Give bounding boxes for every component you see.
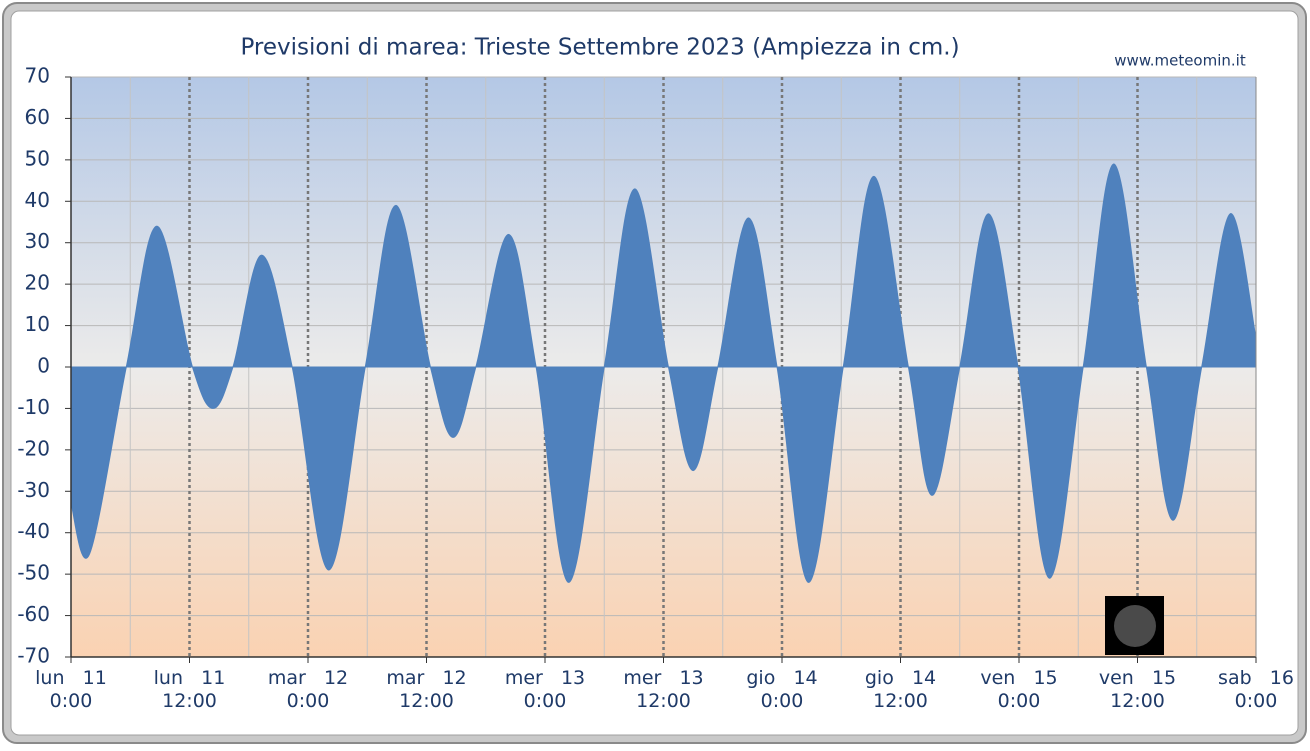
x-tick-label: gio 14 0:00	[746, 667, 817, 712]
tide-area	[70, 163, 1257, 583]
y-tick-label: -50	[17, 561, 50, 585]
chart-title: Previsioni di marea: Trieste Settembre 2…	[240, 35, 959, 61]
x-tick-label: mer 13 0:00	[505, 667, 585, 712]
y-tick-label: 60	[25, 105, 50, 129]
x-tick-label: lun 11 12:00	[154, 667, 226, 712]
y-tick-label: -10	[17, 395, 50, 419]
x-tick-label: sab 16 0:00	[1218, 667, 1294, 712]
y-tick-label: -40	[17, 519, 50, 543]
y-tick-label: 0	[37, 354, 50, 378]
y-tick-label: -70	[17, 644, 50, 668]
source: www.meteomin.it	[1114, 52, 1246, 70]
y-tick-label: 10	[25, 312, 50, 336]
x-tick-label: lun 11 0:00	[35, 667, 107, 712]
y-tick-label: 50	[25, 146, 50, 170]
y-tick-label: -30	[17, 478, 50, 502]
x-tick-label: gio 14 12:00	[865, 667, 936, 712]
x-tick-label: mar 12 0:00	[268, 667, 348, 712]
y-tick-label: 30	[25, 229, 50, 253]
y-tick-label: 20	[25, 271, 50, 295]
x-tick-label: mer 13 12:00	[623, 667, 703, 712]
x-tick-label: ven 15 0:00	[980, 667, 1057, 712]
y-tick-label: 40	[25, 188, 50, 212]
moon-icon	[1114, 605, 1156, 647]
y-tick-label: 70	[25, 64, 50, 88]
y-tick-label: -60	[17, 602, 50, 626]
x-tick-label: ven 15 12:00	[1099, 667, 1176, 712]
x-tick-label: mar 12 12:00	[386, 667, 466, 712]
y-tick-label: -20	[17, 436, 50, 460]
